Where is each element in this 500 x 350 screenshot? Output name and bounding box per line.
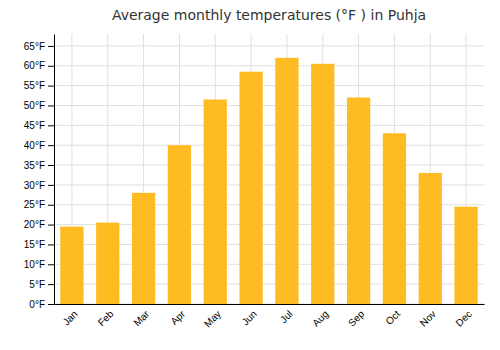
- tick: Sep: [346, 304, 367, 329]
- tick-mark: [48, 105, 54, 106]
- tick-label: 30°F: [24, 180, 45, 191]
- tick: 30°F: [24, 180, 54, 191]
- tick: 10°F: [24, 259, 54, 270]
- tick: 15°F: [24, 239, 54, 250]
- tick: Jul: [278, 304, 295, 325]
- tick-label: Mar: [131, 308, 151, 328]
- bar: [454, 207, 477, 304]
- tick-label: 65°F: [24, 41, 45, 52]
- tick-label: 60°F: [24, 60, 45, 71]
- grid-line-y: [54, 165, 484, 166]
- tick-mark: [48, 225, 54, 226]
- tick-label: Aug: [310, 308, 330, 328]
- tick-mark: [48, 145, 54, 146]
- bar: [311, 64, 334, 304]
- tick-label: 25°F: [24, 199, 45, 210]
- bar: [60, 227, 83, 304]
- tick-label: Jan: [61, 308, 80, 327]
- bar: [239, 72, 262, 304]
- tick-mark: [48, 66, 54, 67]
- tick: Apr: [168, 304, 187, 327]
- grid-line-y: [54, 65, 484, 66]
- tick: Mar: [131, 304, 151, 328]
- tick-label: 10°F: [24, 259, 45, 270]
- tick-label: 35°F: [24, 160, 45, 171]
- axis-line: [54, 35, 55, 305]
- grid-line-y: [54, 85, 484, 86]
- bar: [168, 145, 191, 304]
- tick-label: 40°F: [24, 140, 45, 151]
- grid: [54, 34, 484, 304]
- y-axis: 0°F 5°F 10°F 15°F 20°F 25°F 30°F 35°F 40°F 45°F 50…: [24, 35, 55, 310]
- tick-label: Sep: [346, 308, 367, 329]
- tick-label: Apr: [168, 308, 187, 327]
- tick: 20°F: [24, 219, 54, 230]
- tick: Dec: [453, 304, 473, 329]
- tick: Oct: [383, 304, 402, 327]
- tick-label: Nov: [418, 308, 438, 328]
- tick-mark: [48, 304, 54, 305]
- bar: [383, 133, 406, 304]
- tick: Feb: [96, 304, 116, 328]
- tick: 40°F: [24, 140, 54, 151]
- tick: Jan: [61, 304, 80, 327]
- tick: Jun: [240, 304, 259, 327]
- tick: Aug: [310, 304, 330, 329]
- x-axis: Jan Feb Mar Apr May Jun Jul Aug Sep Oct Nov Dec: [55, 304, 485, 329]
- tick-mark: [48, 244, 54, 245]
- grid-line-y: [54, 105, 484, 106]
- tick: 5°F: [29, 279, 54, 290]
- title: Average monthly temperatures (°F ) in Pu…: [112, 7, 426, 23]
- bar: [275, 58, 298, 304]
- tick-mark: [48, 125, 54, 126]
- bar: [204, 100, 227, 304]
- axis-line: [55, 304, 485, 305]
- tick-label: 0°F: [29, 299, 45, 310]
- tick-label: 5°F: [29, 279, 45, 290]
- tick: 60°F: [24, 60, 54, 71]
- tick-mark: [48, 165, 54, 166]
- tick-label: 55°F: [24, 80, 45, 91]
- tick-label: Dec: [453, 308, 473, 328]
- tick-mark: [48, 205, 54, 206]
- tick-label: 20°F: [24, 219, 45, 230]
- tick: May: [202, 304, 223, 329]
- tick: 45°F: [24, 120, 54, 131]
- tick-label: May: [202, 308, 223, 329]
- bar: [347, 98, 370, 304]
- chart: Jan Feb Mar Apr May Jun Jul Aug Sep Oct Nov Dec 0°F 5…: [0, 0, 500, 350]
- tick-mark: [48, 185, 54, 186]
- bars: [60, 58, 477, 304]
- bar: [96, 223, 119, 304]
- tick: 25°F: [24, 199, 54, 210]
- tick: Nov: [418, 304, 438, 329]
- tick-label: Jul: [278, 308, 295, 325]
- tick-mark: [48, 86, 54, 87]
- grid-line-y: [54, 145, 484, 146]
- tick-label: 45°F: [24, 120, 45, 131]
- tick-label: Feb: [96, 308, 116, 328]
- tick: 50°F: [24, 100, 54, 111]
- tick: 55°F: [24, 80, 54, 91]
- tick: 65°F: [24, 41, 54, 52]
- tick-mark: [48, 264, 54, 265]
- bar: [132, 193, 155, 304]
- grid-line-y: [54, 125, 484, 126]
- tick-mark: [48, 46, 54, 47]
- tick-label: 15°F: [24, 239, 45, 250]
- tick-label: Jun: [240, 308, 259, 327]
- bar: [419, 173, 442, 304]
- tick: 0°F: [29, 299, 54, 310]
- grid-line-y: [54, 45, 484, 46]
- tick-label: Oct: [383, 308, 402, 327]
- tick-label: 50°F: [24, 100, 45, 111]
- tick-mark: [48, 284, 54, 285]
- tick: 35°F: [24, 160, 54, 171]
